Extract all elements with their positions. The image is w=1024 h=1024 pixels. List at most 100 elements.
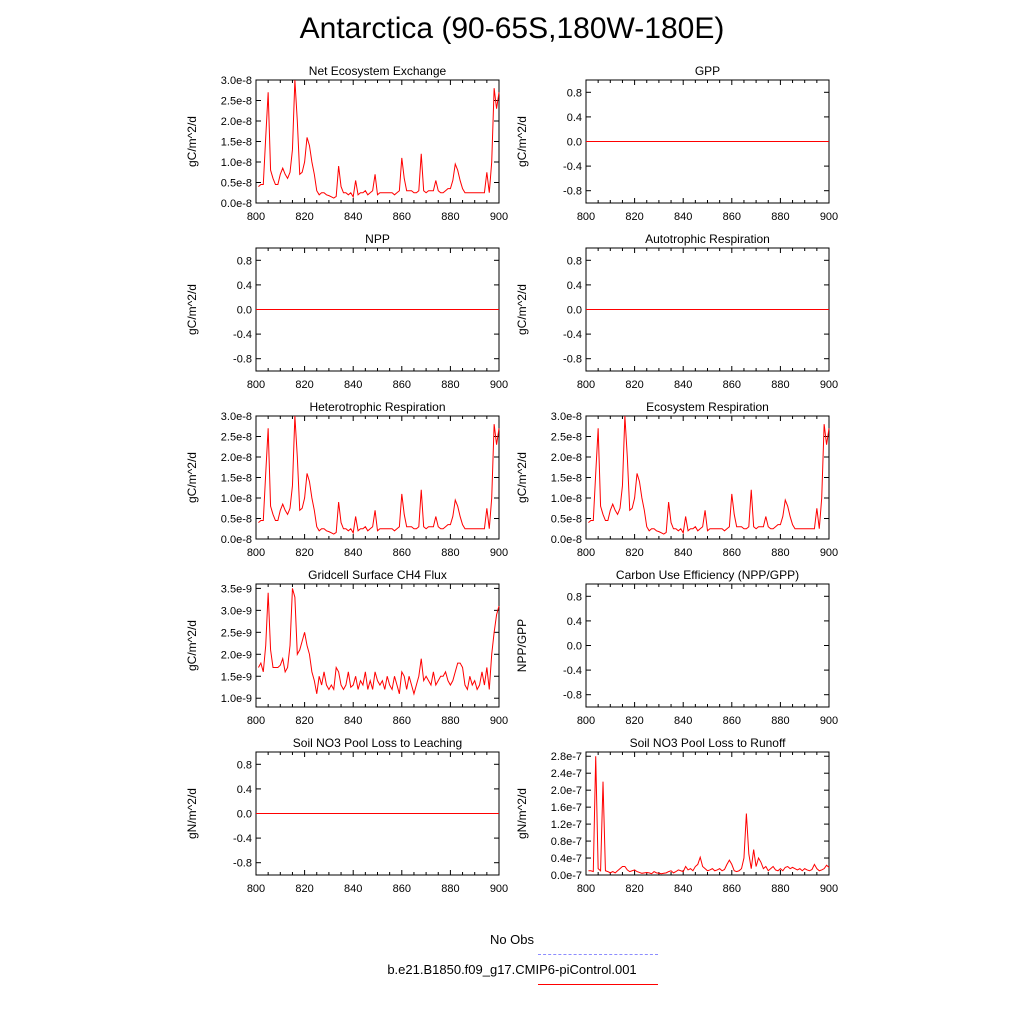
x-tick-label: 860: [723, 883, 741, 895]
y-tick-label: 1.5e-8: [551, 473, 582, 485]
panel-title: Autotrophic Respiration: [645, 232, 770, 246]
y-tick-label: 0.0e-7: [551, 870, 582, 882]
x-tick-label: 880: [771, 883, 789, 895]
x-tick-label: 840: [674, 883, 692, 895]
legend-label-model: b.e21.B1850.f09_g17.CMIP6-piControl.001: [387, 962, 637, 977]
y-axis-label: gC/m^2/d: [515, 284, 529, 335]
x-tick-label: 860: [393, 211, 411, 223]
y-tick-label: 1.0e-8: [221, 493, 252, 505]
y-tick-label: 0.8e-7: [551, 836, 582, 848]
x-tick-label: 820: [295, 883, 313, 895]
x-tick-label: 840: [344, 883, 362, 895]
x-tick-label: 840: [674, 715, 692, 727]
panel-6: Gridcell Surface CH4 Flux 800 820 840 860 880…: [185, 568, 508, 727]
x-tick-label: 840: [674, 379, 692, 391]
y-tick-label: 2.5e-8: [221, 96, 252, 108]
x-tick-label: 840: [674, 547, 692, 559]
x-tick-label: 900: [820, 715, 838, 727]
panel-9: Soil NO3 Pool Loss to Runoff 800 820 840 860…: [515, 736, 838, 895]
y-tick-label: 3.0e-8: [221, 75, 252, 87]
y-tick-label: 2.4e-7: [551, 768, 582, 780]
x-tick-label: 880: [441, 547, 459, 559]
panel-title: Heterotrophic Respiration: [309, 400, 445, 414]
x-tick-label: 880: [771, 379, 789, 391]
x-tick-label: 820: [625, 379, 643, 391]
y-tick-label: 1.5e-9: [221, 671, 252, 683]
y-tick-label: 0.8: [237, 255, 252, 267]
y-tick-label: 2.0e-7: [551, 785, 582, 797]
x-tick-label: 880: [771, 211, 789, 223]
y-axis-label: gC/m^2/d: [185, 620, 199, 671]
y-tick-label: 0.0: [237, 305, 252, 317]
page-title: Antarctica (90-65S,180W-180E): [299, 12, 725, 45]
y-tick-label: 0.5e-8: [221, 178, 252, 190]
panel-7: Carbon Use Efficiency (NPP/GPP) 800 820 840…: [515, 568, 838, 727]
x-tick-label: 820: [295, 379, 313, 391]
y-tick-label: 1.0e-9: [221, 693, 252, 705]
panel-title: Soil NO3 Pool Loss to Leaching: [293, 736, 462, 750]
y-tick-label: 1.2e-7: [551, 819, 582, 831]
x-tick-label: 860: [393, 547, 411, 559]
y-axis-label: gC/m^2/d: [185, 284, 199, 335]
x-tick-label: 880: [441, 379, 459, 391]
plot-frame: [255, 583, 500, 708]
x-tick-label: 900: [490, 379, 508, 391]
panel-title: Soil NO3 Pool Loss to Runoff: [630, 736, 787, 750]
y-tick-label: 1.5e-8: [221, 473, 252, 485]
y-axis-label: gN/m^2/d: [185, 788, 199, 839]
legend-line-model: [538, 984, 658, 985]
x-tick-label: 880: [441, 883, 459, 895]
y-tick-label: 0.0: [237, 809, 252, 821]
y-tick-label: -0.4: [563, 665, 582, 677]
x-tick-label: 840: [344, 715, 362, 727]
panel-2: NPP 800 820 840 860 880 900 -0.8 -0.4 0.0 0.4 0.8 gC…: [185, 232, 508, 391]
y-tick-label: -0.4: [233, 329, 252, 341]
panel-0: Net Ecosystem Exchange 800 820 840 860 880 900…: [185, 64, 508, 223]
y-tick-label: 0.8: [567, 255, 582, 267]
y-tick-label: 2.5e-9: [221, 627, 252, 639]
x-tick-label: 860: [723, 211, 741, 223]
y-tick-label: 0.8: [567, 87, 582, 99]
x-tick-label: 900: [490, 547, 508, 559]
x-tick-label: 860: [393, 715, 411, 727]
y-tick-label: 0.0: [567, 305, 582, 317]
x-tick-label: 860: [723, 547, 741, 559]
y-tick-label: 1.0e-8: [551, 493, 582, 505]
panel-title: GPP: [695, 64, 720, 78]
panel-1: GPP 800 820 840 860 880 900 -0.8 -0.4 0.0 0.4 0.8 gC…: [515, 64, 838, 223]
y-tick-label: 0.4: [237, 784, 252, 796]
x-tick-label: 800: [577, 715, 595, 727]
x-tick-label: 820: [625, 547, 643, 559]
series-line: [258, 79, 500, 199]
y-tick-label: -0.8: [563, 186, 582, 198]
y-tick-label: 0.5e-8: [221, 514, 252, 526]
y-tick-label: 3.0e-8: [221, 411, 252, 423]
legend-label-no-obs: No Obs: [489, 932, 535, 947]
x-tick-label: 800: [577, 379, 595, 391]
x-tick-label: 880: [771, 547, 789, 559]
x-tick-label: 860: [393, 883, 411, 895]
series-line: [257, 588, 500, 696]
y-tick-label: 2.5e-8: [551, 432, 582, 444]
y-tick-label: -0.8: [233, 858, 252, 870]
x-tick-label: 900: [490, 715, 508, 727]
y-axis-label: gN/m^2/d: [515, 788, 529, 839]
y-tick-label: 3.0e-9: [221, 605, 252, 617]
panel-3: Autotrophic Respiration 800 820 840 860 880 90…: [515, 232, 838, 391]
panel-title: NPP: [365, 232, 390, 246]
x-tick-label: 800: [247, 715, 265, 727]
x-tick-label: 800: [247, 379, 265, 391]
x-tick-label: 800: [247, 547, 265, 559]
x-tick-label: 820: [295, 211, 313, 223]
x-tick-label: 900: [820, 211, 838, 223]
x-tick-label: 820: [625, 883, 643, 895]
panel-8: Soil NO3 Pool Loss to Leaching 800 820 840 8…: [185, 736, 508, 895]
x-tick-label: 820: [295, 715, 313, 727]
x-tick-label: 860: [723, 715, 741, 727]
x-tick-label: 840: [344, 547, 362, 559]
y-axis-label: gC/m^2/d: [185, 116, 199, 167]
x-tick-label: 800: [247, 211, 265, 223]
x-tick-label: 800: [577, 547, 595, 559]
x-tick-label: 800: [577, 883, 595, 895]
y-tick-label: 2.0e-8: [551, 452, 582, 464]
